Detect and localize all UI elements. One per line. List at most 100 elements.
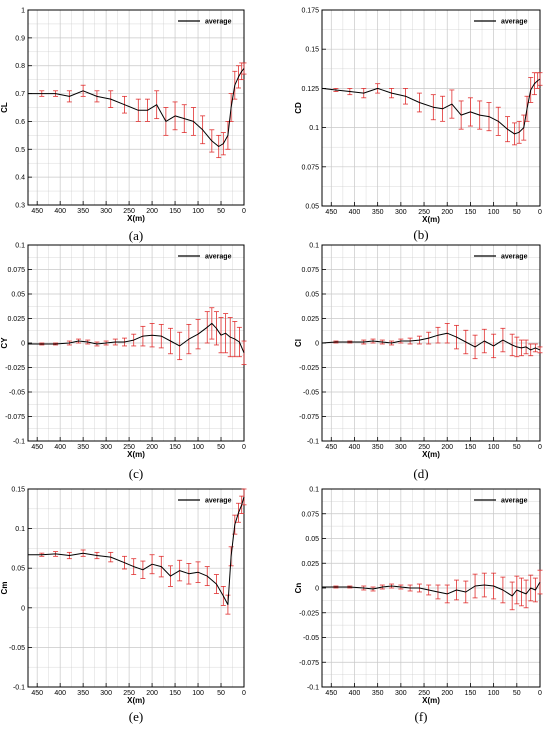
legend-label: average [205,498,232,505]
legend-label: average [205,19,232,26]
y-axis-label: CY [0,337,9,349]
x-tick-label: 0 [538,444,542,451]
series-line-average [321,332,541,351]
x-tick-label: 300 [395,209,407,216]
y-tick-label: -0.05 [303,390,319,397]
series-line-average [322,581,541,597]
x-axis-label: X(m) [127,696,145,705]
y-tick-label: 0.1 [309,487,319,494]
x-tick-label: 250 [418,209,430,216]
y-axis-label: Cn [294,583,303,594]
chart-panel-1: 450 400 350 300 250 200 150 100 50 0 0.3 0.4 0.5 0.6 0… [0,8,247,243]
y-tick-label: -0.1 [13,439,25,446]
panel-label: (d) [413,466,428,481]
y-tick-label: 0.1 [15,526,25,533]
panel-label: (c) [129,466,143,481]
x-tick-label: 200 [146,208,158,215]
y-tick-label: 0 [21,605,25,612]
x-tick-label: 450 [325,444,337,451]
y-tick-label: 1 [21,8,25,15]
y-tick-label: -0.1 [13,685,25,692]
x-axis-label: X(m) [127,214,145,223]
y-tick-label: 0.025 [301,316,319,323]
x-tick-label: 50 [513,209,521,216]
panel-label: (a) [129,228,143,243]
y-tick-label: -0.075 [299,660,319,667]
x-tick-label: 250 [123,444,135,451]
x-tick-label: 200 [441,209,453,216]
x-tick-label: 50 [217,444,225,451]
y-tick-label: 0.075 [301,164,319,171]
x-tick-label: 200 [441,690,453,697]
x-tick-label: 450 [325,209,337,216]
x-tick-label: 250 [123,690,135,697]
y-tick-label: -0.075 [5,414,25,421]
y-axis-label: Cm [0,582,9,595]
x-tick-label: 100 [192,690,204,697]
x-tick-label: 300 [395,690,407,697]
x-tick-label: 150 [169,690,181,697]
x-axis-label: X(m) [422,215,440,224]
y-tick-label: 0.8 [15,63,25,70]
chart-panel-3: 450 400 350 300 250 200 150 100 50 0 -0.1 -0.075 -0.… [0,243,247,481]
x-tick-label: 0 [242,444,246,451]
x-tick-label: 0 [242,208,246,215]
y-tick-label: -0.075 [299,414,319,421]
x-tick-label: 400 [349,444,361,451]
y-tick-label: -0.05 [9,390,25,397]
x-tick-label: 400 [54,690,66,697]
panel-label: (e) [129,709,143,724]
error-bar [537,569,543,595]
y-axis-label: CL [0,102,9,113]
y-tick-label: -0.1 [307,685,319,692]
x-tick-label: 150 [465,209,477,216]
series-line-average [28,322,245,353]
x-tick-label: 300 [100,690,112,697]
legend-label: average [501,498,528,505]
chart-panel-6: 450 400 350 300 250 200 150 100 50 0 -0.1 -0.075 -0.… [294,487,543,724]
chart-panel-5: 450 400 350 300 250 200 150 100 50 0 -0.1 -0.05 0 0.0… [0,487,247,724]
y-tick-label: 0.05 [11,566,25,573]
x-tick-label: 0 [242,690,246,697]
y-tick-label: 0.075 [301,511,319,518]
x-tick-label: 400 [54,208,66,215]
x-tick-label: 100 [488,444,500,451]
y-tick-label: 0.6 [15,119,25,126]
y-tick-label: 0.1 [309,243,319,250]
x-tick-label: 350 [77,208,89,215]
y-tick-label: -0.1 [307,439,319,446]
y-axis-label: CD [294,102,303,114]
plot-frame [27,488,245,688]
error-bar [537,72,543,86]
series-line-average [28,496,245,606]
x-tick-label: 400 [349,690,361,697]
x-tick-label: 100 [488,690,500,697]
y-axis-label: Cl [294,339,303,347]
legend-label: average [501,254,528,261]
y-tick-label: 0.7 [15,91,25,98]
x-tick-label: 350 [372,209,384,216]
y-tick-label: -0.05 [9,645,25,652]
y-tick-label: -0.05 [303,635,319,642]
x-tick-label: 50 [217,208,225,215]
x-tick-label: 250 [418,444,430,451]
y-tick-label: 0.4 [15,175,25,182]
x-tick-label: 300 [395,444,407,451]
y-tick-label: 0.3 [15,203,25,210]
x-tick-label: 450 [31,208,43,215]
x-tick-label: 400 [349,209,361,216]
y-tick-label: 0.05 [11,292,25,299]
y-tick-label: 0.025 [301,561,319,568]
panel-label: (f) [415,709,428,724]
x-tick-label: 150 [465,690,477,697]
y-tick-label: 0.05 [305,536,319,543]
x-tick-label: 100 [192,444,204,451]
y-tick-label: 0 [315,586,319,593]
y-tick-label: 0.15 [305,47,319,54]
y-tick-label: -0.025 [299,365,319,372]
x-tick-label: 350 [77,444,89,451]
x-tick-label: 200 [146,444,158,451]
x-tick-label: 250 [123,208,135,215]
x-tick-label: 200 [146,690,158,697]
